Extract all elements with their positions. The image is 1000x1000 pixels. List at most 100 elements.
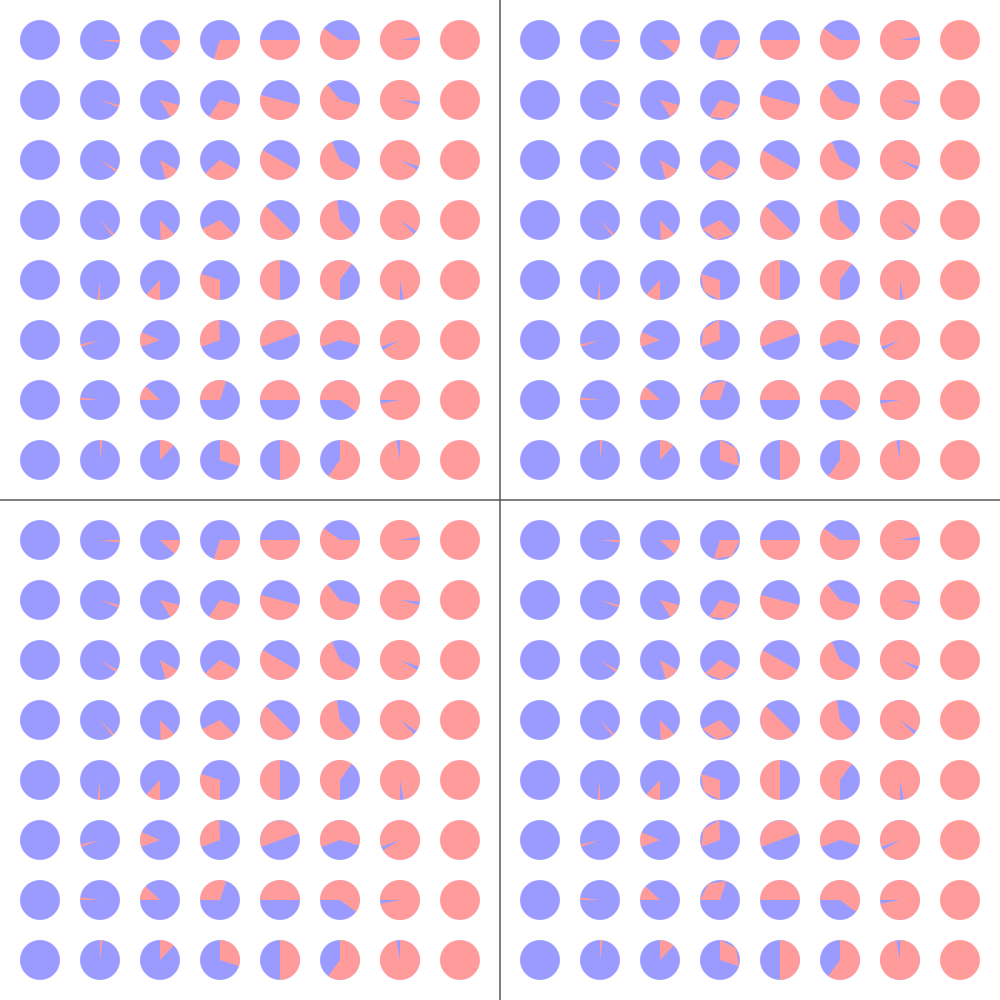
pie-chart: [820, 940, 860, 980]
pie-red-slice: [160, 660, 178, 680]
pie-chart: [80, 700, 120, 740]
pie-red-slice: [319, 528, 360, 560]
panel-top-right: [520, 19, 980, 480]
pie-chart: [760, 580, 800, 620]
pie-red-slice: [880, 380, 921, 421]
pie-red-slice: [80, 840, 100, 847]
pie-red-slice: [200, 880, 227, 900]
pie-chart: [379, 940, 420, 980]
pie-chart: [880, 79, 921, 120]
pie-chart: [200, 520, 240, 560]
pie-chart: [820, 440, 860, 480]
pie-red-slice: [160, 40, 180, 54]
pie-red-slice: [100, 660, 118, 673]
pie-red-slice: [819, 528, 860, 560]
pie-chart: [140, 640, 180, 680]
pie-chart: [259, 580, 300, 621]
pie-chart: [820, 80, 860, 120]
pie-chart: [440, 760, 480, 800]
pie-base-slice: [20, 580, 60, 620]
pie-chart: [319, 700, 360, 741]
pie-red-slice: [580, 897, 600, 900]
pie-red-slice: [260, 205, 295, 240]
pie-red-slice: [760, 594, 800, 620]
pie-chart: [880, 699, 921, 740]
pie-chart: [580, 320, 620, 360]
pie-red-slice: [100, 540, 120, 543]
pie-base-slice: [20, 520, 60, 560]
pie-chart: [520, 140, 560, 180]
pie-red-slice: [260, 705, 295, 740]
pie-red-slice: [600, 540, 620, 543]
pie-chart: [379, 19, 420, 60]
pie-red-slice: [820, 759, 852, 800]
pie-chart: [760, 80, 800, 120]
pie-chart: [520, 80, 560, 120]
pie-chart: [640, 880, 680, 920]
pie-base-slice: [940, 260, 980, 300]
pie-red-slice: [760, 880, 800, 900]
pie-red-slice: [100, 600, 120, 608]
pie-chart: [760, 200, 800, 240]
pie-chart: [879, 940, 920, 980]
pie-chart: [640, 20, 680, 60]
pie-base-slice: [440, 580, 480, 620]
pie-red-slice: [819, 200, 855, 241]
pie-chart: [440, 380, 480, 420]
pie-red-slice: [640, 332, 660, 347]
pie-base-slice: [440, 640, 480, 680]
pie-chart: [380, 880, 421, 921]
pie-red-slice: [320, 880, 360, 912]
pie-base-slice: [940, 880, 980, 920]
pie-chart: [819, 200, 860, 241]
pie-chart: [20, 520, 60, 560]
pie-chart: [820, 380, 860, 420]
pie-red-slice: [140, 386, 160, 400]
pie-chart: [700, 940, 740, 980]
pie-chart: [520, 380, 560, 420]
pie-chart: [320, 440, 360, 480]
pie-chart: [520, 640, 560, 680]
pie-chart: [319, 640, 360, 681]
pie-red-slice: [260, 260, 280, 300]
pie-red-slice: [260, 540, 300, 560]
pie-red-slice: [319, 141, 358, 181]
pie-chart: [140, 20, 180, 60]
pie-red-slice: [319, 200, 355, 241]
pie-base-slice: [520, 880, 560, 920]
pie-chart: [260, 20, 300, 60]
pie-red-slice: [780, 440, 800, 480]
pie-chart: [700, 200, 740, 240]
pie-chart: [640, 700, 680, 740]
pie-red-slice: [600, 100, 620, 108]
pie-red-slice: [820, 28, 860, 60]
pie-chart: [520, 880, 560, 920]
pie-red-slice: [701, 320, 720, 347]
pie-chart: [200, 640, 240, 680]
pie-chart: [320, 580, 360, 620]
pie-chart: [140, 320, 180, 360]
pie-chart: [80, 880, 120, 920]
pie-red-slice: [828, 940, 860, 980]
pie-base-slice: [20, 820, 60, 860]
pie-red-slice: [160, 100, 180, 117]
pie-chart: [320, 380, 360, 420]
pie-red-slice: [260, 650, 298, 680]
pie-base-slice: [20, 140, 60, 180]
pie-chart: [200, 700, 240, 740]
pie-base-slice: [440, 260, 480, 300]
pie-chart: [819, 520, 860, 560]
pie-chart: [520, 320, 560, 360]
pie-chart: [760, 820, 800, 860]
pie-chart: [140, 820, 180, 860]
pie-base-slice: [940, 520, 980, 560]
pie-red-slice: [700, 880, 727, 900]
pie-chart: [200, 820, 240, 860]
pie-red-slice: [828, 440, 860, 480]
pie-chart: [140, 580, 180, 620]
panel-bottom-left: [20, 519, 480, 981]
pie-chart: [380, 199, 421, 240]
pie-base-slice: [940, 440, 980, 480]
pie-chart: [580, 260, 620, 300]
pie-chart: [580, 880, 620, 920]
